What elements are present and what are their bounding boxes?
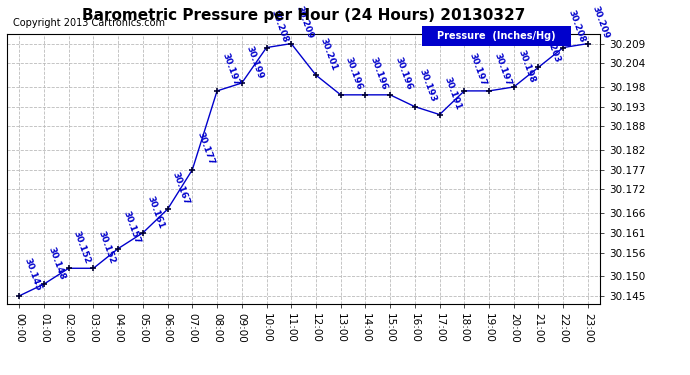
Text: 30.145: 30.145: [22, 257, 43, 293]
Text: 30.152: 30.152: [72, 230, 92, 265]
Text: 30.177: 30.177: [195, 131, 216, 166]
Text: Copyright 2013 Cartronics.com: Copyright 2013 Cartronics.com: [13, 18, 165, 28]
Text: 30.197: 30.197: [220, 52, 240, 88]
Text: 30.191: 30.191: [442, 76, 463, 111]
Text: 30.197: 30.197: [492, 52, 513, 88]
Text: 30.193: 30.193: [418, 68, 438, 104]
Text: 30.197: 30.197: [467, 52, 488, 88]
Title: Barometric Pressure per Hour (24 Hours) 20130327: Barometric Pressure per Hour (24 Hours) …: [82, 8, 525, 23]
Text: 30.148: 30.148: [47, 245, 67, 281]
Text: 30.199: 30.199: [245, 44, 265, 80]
Text: 30.157: 30.157: [121, 210, 141, 245]
Text: 30.208: 30.208: [566, 9, 586, 44]
Text: 30.167: 30.167: [170, 170, 191, 206]
Text: 30.209: 30.209: [294, 5, 315, 40]
Text: 30.208: 30.208: [270, 9, 290, 44]
Text: 30.198: 30.198: [517, 48, 537, 84]
Text: 30.196: 30.196: [344, 56, 364, 92]
Text: 30.161: 30.161: [146, 194, 166, 230]
Text: 30.196: 30.196: [393, 56, 413, 92]
Text: 30.152: 30.152: [97, 230, 117, 265]
Text: 30.196: 30.196: [368, 56, 388, 92]
Text: 30.203: 30.203: [542, 29, 562, 64]
Text: 30.209: 30.209: [591, 5, 611, 40]
Text: 30.201: 30.201: [319, 37, 339, 72]
